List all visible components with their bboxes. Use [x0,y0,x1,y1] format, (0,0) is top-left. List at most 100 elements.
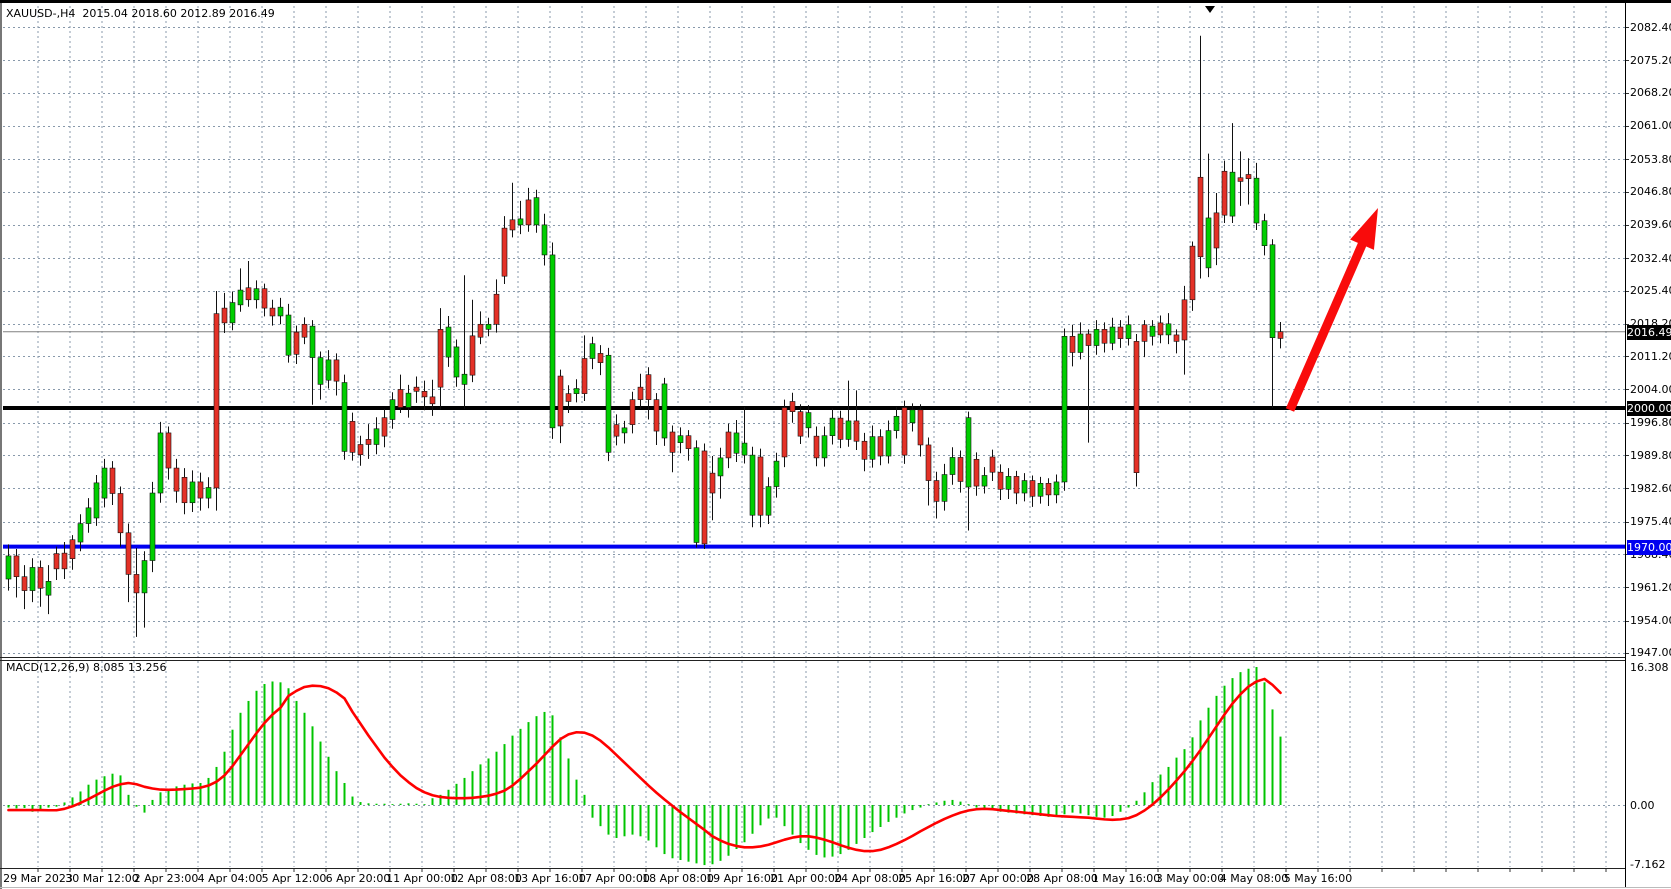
time-tick-label[interactable]: 17 Apr 00:00 [578,872,650,885]
price-tick-label: 1961.20 [1630,580,1671,594]
bear-candle [1237,177,1244,182]
bull-candle [893,415,900,431]
time-tick-label[interactable]: 24 Apr 08:00 [834,872,906,885]
bull-candle [325,359,332,381]
bull-candle [573,388,580,394]
bear-candle [1181,299,1188,341]
time-tick-label[interactable]: 6 Apr 20:00 [325,872,391,885]
bull-candle [981,475,988,487]
bull-candle [541,224,548,256]
chart-canvas[interactable] [0,3,1671,889]
bear-candle [493,293,500,325]
bull-candle [1205,217,1212,269]
bull-candle [717,457,724,477]
time-tick-label[interactable]: 29 Mar 2023 [3,872,73,885]
time-tick-label[interactable]: 5 May 16:00 [1283,872,1353,885]
price-tick-label: 1982.60 [1630,481,1671,495]
price-tick-label: 1947.00 [1630,646,1671,660]
pane-separator-top[interactable] [0,657,1625,658]
bear-candle [21,576,28,591]
bull-candle [1253,177,1260,224]
bear-candle [1069,335,1076,353]
bull-candle [517,218,524,226]
bear-candle [725,431,732,459]
bear-candle [173,467,180,492]
time-tick-label[interactable]: 5 Apr 12:00 [261,872,327,885]
window-bottom-edge [0,887,1671,888]
time-tick-label[interactable]: 28 Apr 08:00 [1026,872,1098,885]
bear-candle [629,399,636,425]
price-tick-label: 2075.20 [1630,53,1671,67]
time-tick-label[interactable]: 18 Apr 08:00 [642,872,714,885]
bear-candle [301,323,308,338]
bear-candle [989,456,996,473]
time-tick-label[interactable]: 19 Apr 16:00 [706,872,778,885]
bull-candle [317,357,324,385]
trend-arrow-head [1350,208,1378,250]
pane-separator-bottom[interactable] [0,660,1625,661]
bull-candle [453,346,460,378]
bear-candle [245,287,252,301]
bear-candle [1277,331,1284,339]
time-tick-label[interactable]: 30 Mar 12:00 [65,872,139,885]
bear-candle [1245,174,1252,179]
time-tick-label[interactable]: 21 Apr 00:00 [770,872,842,885]
bull-candle [1021,480,1028,494]
time-tick-label[interactable]: 13 Apr 16:00 [514,872,586,885]
bull-candle [589,343,596,359]
bear-candle [685,435,692,449]
time-tick-label[interactable]: 4 May 08:00 [1219,872,1289,885]
time-tick-label[interactable]: 25 Apr 16:00 [898,872,970,885]
time-tick-label[interactable]: 3 May 00:00 [1155,872,1225,885]
bull-candle [605,354,612,453]
bull-candle [237,289,244,306]
time-tick-label[interactable]: 2 Apr 23:00 [133,872,199,885]
price-tick-label: 1996.80 [1630,416,1671,430]
bull-candle [733,432,740,454]
bear-candle [1013,476,1020,494]
bull-candle [765,486,772,516]
bull-candle [821,435,828,459]
time-tick-label[interactable]: 11 Apr 00:00 [386,872,458,885]
bull-candle [341,382,348,452]
bull-candle [1109,326,1116,344]
bull-candle [1037,483,1044,497]
time-tick-label[interactable]: 27 Apr 00:00 [962,872,1034,885]
price-tick-label: 2039.60 [1630,218,1671,232]
bull-candle [277,306,284,317]
time-tick-label[interactable]: 12 Apr 08:00 [450,872,522,885]
bear-candle [1117,326,1124,339]
time-tick-label[interactable]: 4 Apr 04:00 [197,872,263,885]
bull-candle [965,417,972,488]
bear-candle [501,227,508,277]
bull-candle [189,481,196,504]
bear-candle [933,480,940,502]
bull-candle [29,567,36,591]
price-tick-label: 2053.80 [1630,152,1671,166]
bull-candle [1077,333,1084,353]
bear-candle [109,467,116,494]
price-tick-label: 2082.40 [1630,20,1671,34]
bull-candle [949,457,956,475]
time-tick-label[interactable]: 1 May 16:00 [1091,872,1161,885]
bear-candle [669,431,676,453]
macd-signal-line [7,677,1282,853]
bull-candle [749,454,756,516]
bear-candle [365,439,372,445]
macd-tick-label: 16.308 [1630,661,1669,674]
bear-candle [61,552,68,570]
trend-arrow-shaft [1285,237,1369,412]
bear-candle [125,532,132,575]
bull-candle [77,523,84,543]
bull-candle [373,428,380,445]
bear-candle [37,567,44,589]
bull-candle [229,302,236,324]
bear-candle [1029,480,1036,497]
bull-candle [1005,476,1012,490]
bear-candle [861,440,868,460]
price-badge-1970-00: 1970.00 [1627,539,1671,555]
bear-candle [117,493,124,534]
price-tick-label: 2068.20 [1630,86,1671,100]
bear-candle [213,313,220,489]
